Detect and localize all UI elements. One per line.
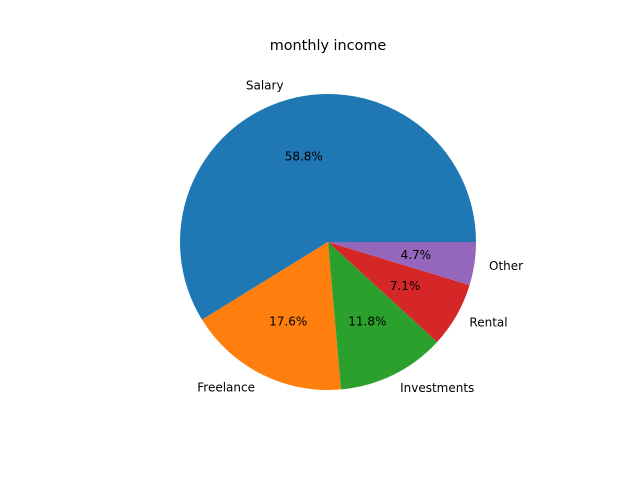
slice-percent-freelance: 17.6% [269, 314, 307, 328]
slice-percent-salary: 58.8% [285, 150, 323, 164]
slice-percent-other: 4.7% [401, 248, 432, 262]
pie-slices [179, 94, 476, 390]
slice-label-investments: Investments [400, 381, 474, 395]
slice-percent-investments: 11.8% [348, 315, 386, 329]
slice-label-rental: Rental [469, 316, 507, 330]
slice-label-other: Other [489, 259, 523, 273]
pie-slice-freelance [202, 242, 342, 390]
slice-percent-rental: 7.1% [390, 279, 421, 293]
pie-slice-salary [179, 94, 476, 320]
slice-label-salary: Salary [246, 78, 284, 92]
pie-slice-rental [328, 242, 470, 342]
pie-labels: Salary 58.8% Freelance 17.6% Investments 11.8… [197, 78, 523, 395]
slice-label-freelance: Freelance [197, 381, 255, 395]
pie-slice-investments [328, 242, 438, 390]
pie-slice-other [328, 242, 476, 286]
chart-title: monthly income [270, 38, 387, 54]
